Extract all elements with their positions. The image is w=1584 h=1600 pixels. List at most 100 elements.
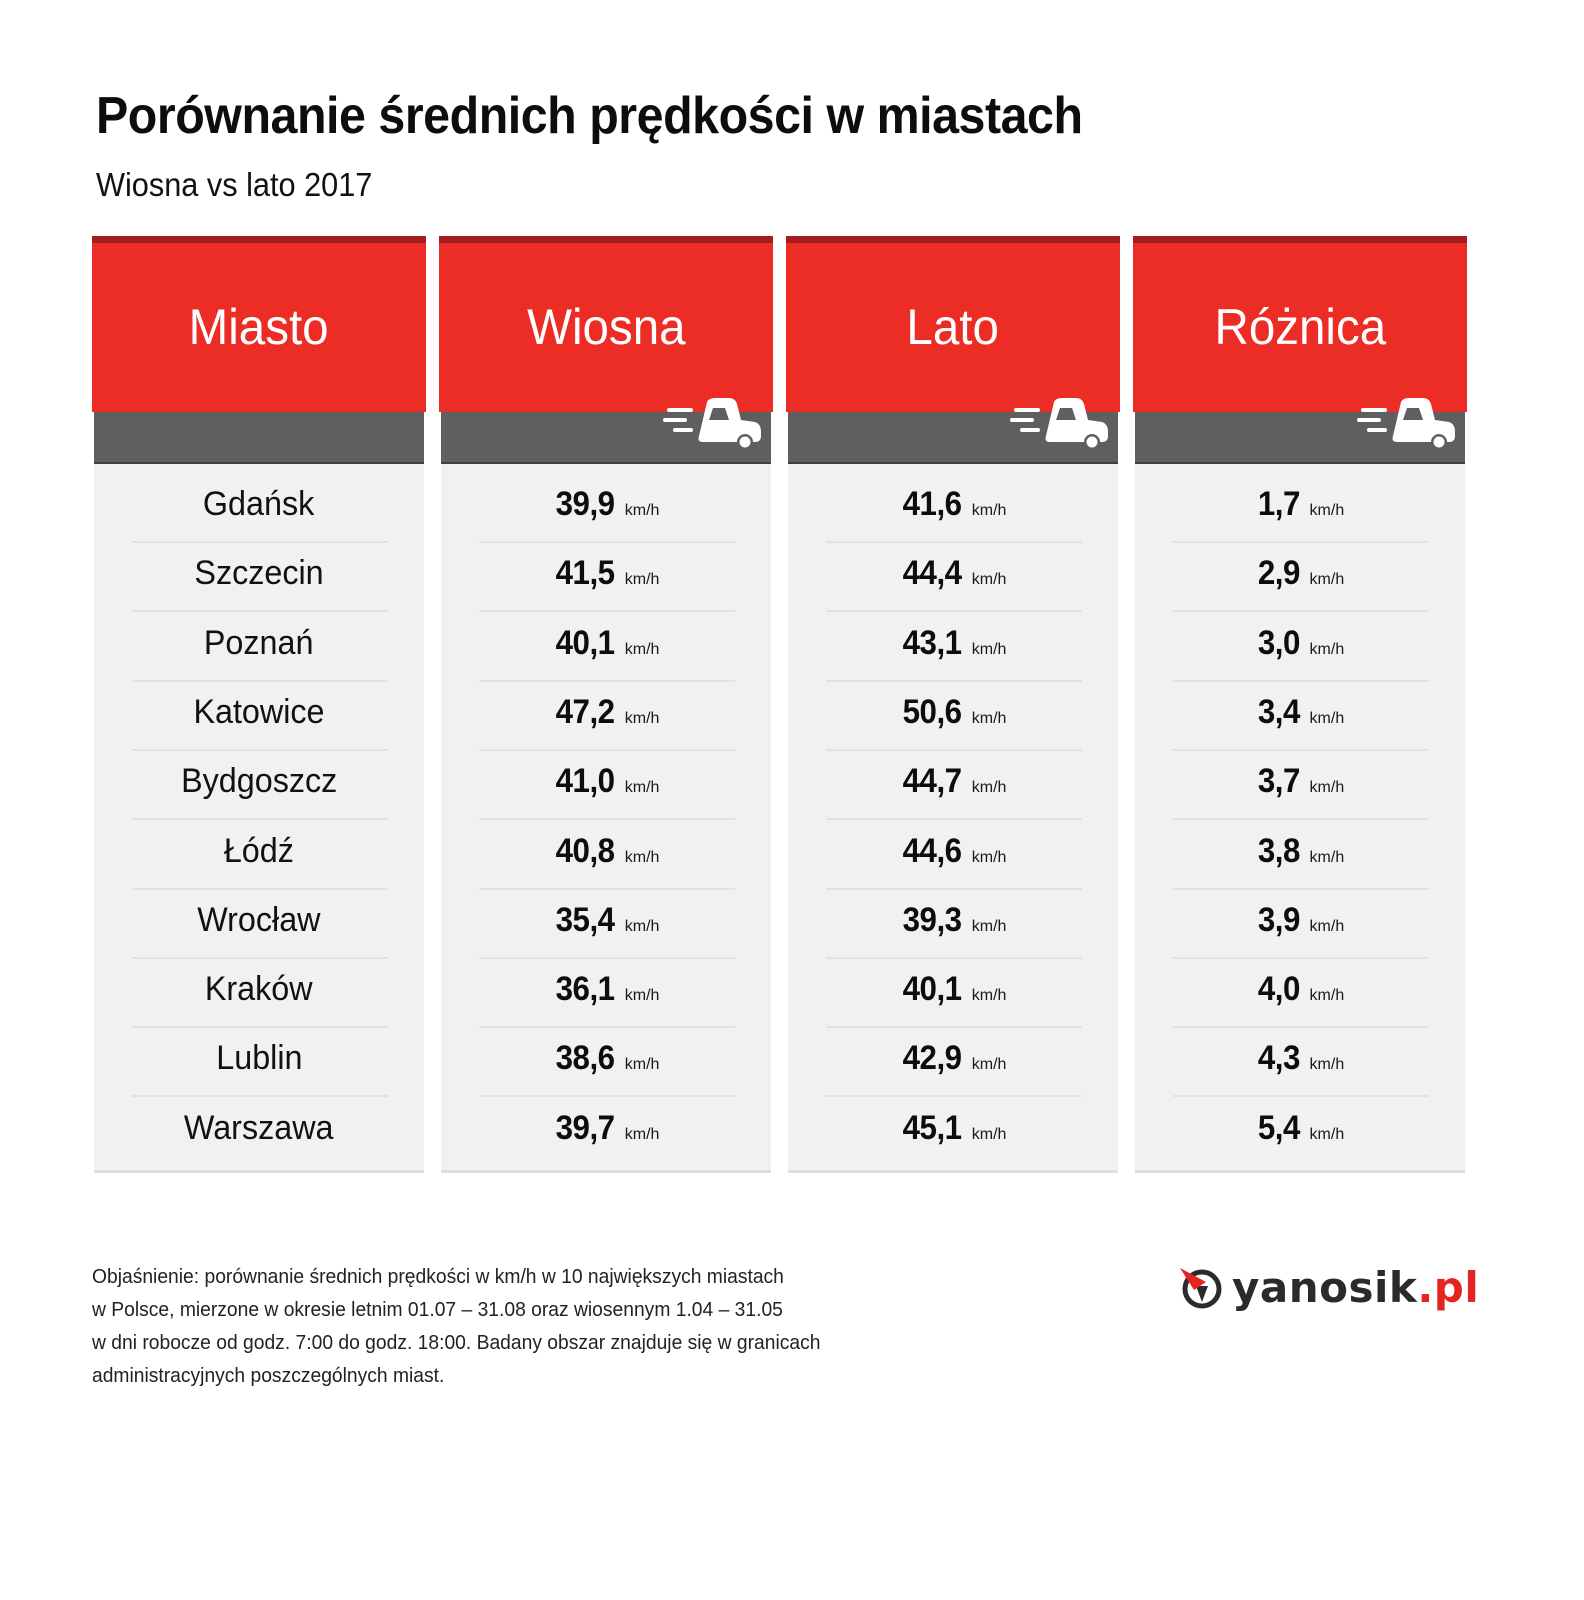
speed-comparison-table: Miasto Gdańsk Szczecin Poznań Katowice Bydgos… [92,236,1468,1186]
speed-unit: km/h [1309,917,1345,935]
table-cell: 43,1 km/h [788,609,1118,678]
row-divider [479,1095,735,1098]
city-name: Katowice [193,692,325,731]
table-cell: Szczecin [94,539,424,608]
speed-value: 40,8 [555,831,615,870]
logo-name: yanosik [1232,1262,1418,1312]
row-divider [1173,887,1429,890]
row-divider [479,1026,735,1029]
speed-value: 39,3 [902,900,962,939]
row-divider [826,956,1082,959]
speed-unit: km/h [1309,640,1345,658]
column-header: Różnica [1133,236,1467,412]
row-divider [1173,679,1429,682]
speed-value: 39,9 [555,485,615,523]
speed-unit: km/h [1309,987,1345,1005]
speed-unit: km/h [624,917,660,935]
column-body: 41,6 km/h 44,4 km/h 43,1 km/h 50,6 km/h 44,7 km/h… [788,464,1118,1173]
row-divider [479,818,735,821]
row-divider [132,541,388,543]
row-divider [826,818,1082,821]
speed-unit: km/h [1309,709,1345,727]
speed-value: 4,0 [1257,970,1301,1009]
table-cell: 39,3 km/h [788,886,1118,955]
row-divider [1173,748,1429,751]
speed-value: 38,6 [555,1039,615,1078]
speed-value: 44,4 [902,554,962,593]
table-cell: 44,4 km/h [788,539,1118,608]
table-cell: Gdańsk [94,470,424,539]
speed-unit: km/h [1309,1056,1345,1074]
row-divider [132,1095,388,1098]
page-title: Porównanie średnich prędkości w miastach [96,87,1083,145]
speed-unit: km/h [971,848,1007,866]
column-body: 1,7 km/h 2,9 km/h 3,0 km/h 3,4 km/h 3,7 km/h 3,8 km… [1135,464,1465,1173]
column-header: Lato [786,236,1120,412]
column-header: Miasto [92,236,426,412]
table-cell: 4,0 km/h [1135,955,1465,1024]
speed-value: 39,7 [555,1108,615,1147]
row-divider [1173,541,1429,543]
table-cell: 40,1 km/h [441,609,771,678]
table-cell: 2,9 km/h [1135,539,1465,608]
table-cell: 44,6 km/h [788,817,1118,886]
column-spring: Wiosna 39,9 km/h 41,5 km/h 40,1 km/h 47,2 km/h 41… [439,236,773,1186]
row-divider [479,956,735,959]
row-divider [132,679,388,682]
table-cell: Poznań [94,609,424,678]
column-header-label: Miasto [189,298,329,355]
speed-unit: km/h [1309,779,1345,797]
footnote-line: w dni robocze od godz. 7:00 do godz. 18:… [92,1331,821,1354]
row-divider [132,610,388,613]
city-name: Poznań [204,623,314,662]
table-cell: 35,4 km/h [441,886,771,955]
row-divider [1173,956,1429,959]
row-divider [826,610,1082,613]
table-cell: Warszawa [94,1094,424,1163]
table-cell: 40,1 km/h [788,955,1118,1024]
column-header-label: Różnica [1214,298,1386,355]
table-cell: Bydgoszcz [94,747,424,816]
speed-value: 3,9 [1257,900,1301,939]
row-divider [1173,1095,1429,1098]
city-name: Łódź [223,831,295,870]
speed-value: 4,3 [1257,1039,1301,1078]
speed-unit: km/h [624,1125,660,1143]
speed-unit: km/h [624,848,660,866]
city-name: Warszawa [184,1108,334,1147]
speed-value: 41,6 [902,485,962,523]
table-cell: 41,5 km/h [441,539,771,608]
speed-unit: km/h [624,987,660,1005]
table-cell: 41,0 km/h [441,747,771,816]
speed-unit: km/h [624,640,660,658]
row-divider [826,541,1082,543]
yanosik-compass-icon [1180,1268,1222,1309]
table-cell: 4,3 km/h [1135,1024,1465,1093]
speed-unit: km/h [1309,571,1345,589]
row-divider [479,887,735,890]
row-divider [479,541,735,543]
speeding-truck-icon [1357,396,1457,452]
table-cell: 3,7 km/h [1135,747,1465,816]
table-cell: 40,8 km/h [441,817,771,886]
speed-unit: km/h [971,709,1007,727]
table-cell: 39,9 km/h [441,470,771,539]
table-cell: 45,1 km/h [788,1094,1118,1163]
city-name: Szczecin [194,554,324,593]
speed-value: 3,0 [1257,623,1301,662]
table-cell: 38,6 km/h [441,1024,771,1093]
speeding-truck-icon [1010,396,1110,452]
row-divider [1173,610,1429,613]
row-divider [1173,1026,1429,1029]
speed-value: 50,6 [902,692,962,731]
speed-value: 1,7 [1257,485,1301,523]
table-cell: 36,1 km/h [441,955,771,1024]
speed-value: 43,1 [902,623,962,662]
speeding-truck-icon [663,396,763,452]
yanosik-logo: yanosik.pl [1178,1262,1479,1312]
row-divider [826,887,1082,890]
city-name: Kraków [205,970,313,1009]
column-body: Gdańsk Szczecin Poznań Katowice Bydgoszcz Łód… [94,464,424,1173]
logo-tld: .pl [1417,1262,1480,1312]
speed-unit: km/h [624,571,660,589]
